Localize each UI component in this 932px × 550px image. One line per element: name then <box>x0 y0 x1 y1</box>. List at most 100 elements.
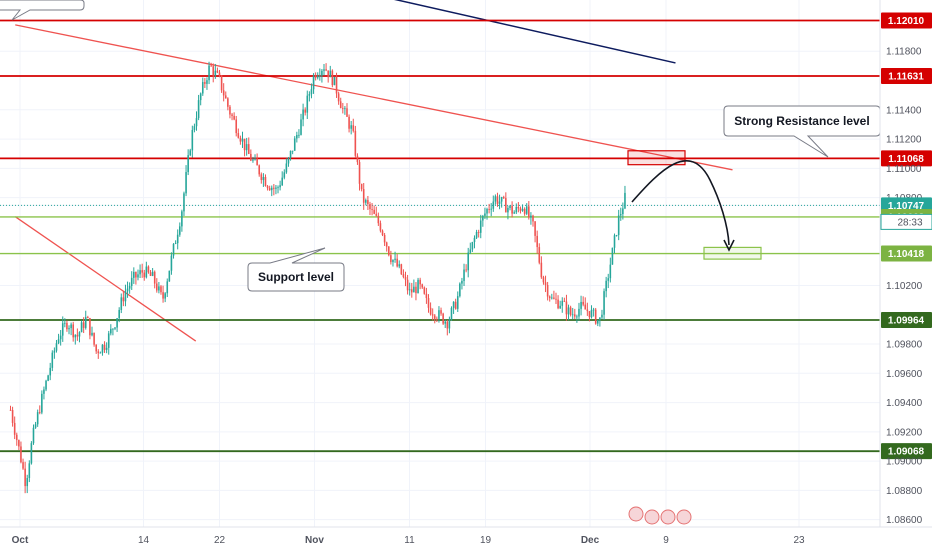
candle-body <box>199 93 202 101</box>
candle-body <box>266 186 269 189</box>
support-callout[interactable]: Support level <box>247 247 345 292</box>
candle-body <box>139 270 141 275</box>
candle-body <box>456 296 459 309</box>
candle-body <box>91 332 93 336</box>
price-badge-1.11068 <box>881 150 932 167</box>
candle-body <box>220 75 223 91</box>
candle-body <box>611 247 614 265</box>
candle-body <box>47 375 49 381</box>
candle-body <box>204 82 206 84</box>
price-tick-label: 1.09200 <box>886 427 923 438</box>
candle-body <box>208 65 210 81</box>
candle-body <box>283 172 286 178</box>
candle-body <box>314 75 317 78</box>
time-tick-label: 14 <box>138 535 150 546</box>
candle-body <box>78 332 81 337</box>
candle-body <box>227 98 229 107</box>
candle-body <box>609 264 612 279</box>
candle-body <box>93 332 95 345</box>
candle-body <box>488 209 490 210</box>
candle-body <box>440 310 442 314</box>
candle-body <box>329 70 332 78</box>
event-flag-icon[interactable] <box>660 509 676 525</box>
candle-body <box>342 108 344 109</box>
candle-body <box>454 301 457 309</box>
price-tick-label: 1.08600 <box>886 515 923 526</box>
candle-body <box>273 187 275 189</box>
candle-body <box>57 339 60 344</box>
candle-body <box>492 201 495 209</box>
candle-body <box>149 272 152 276</box>
candle-body <box>511 205 513 214</box>
time-tick-label: Dec <box>581 535 600 546</box>
candle-body <box>304 109 306 113</box>
candle-body <box>358 162 361 184</box>
candle-body <box>137 274 139 278</box>
support-label: Support level <box>258 270 334 284</box>
economic-events[interactable] <box>628 506 692 525</box>
price-badge-label: 1.11068 <box>888 154 924 165</box>
candle-body <box>423 287 426 294</box>
candle-body <box>260 174 263 181</box>
candle-body <box>97 351 100 354</box>
candle-body <box>425 293 428 299</box>
candle-body <box>43 389 45 394</box>
candle-body <box>156 283 158 291</box>
candle-body <box>84 317 87 328</box>
candle-body <box>206 80 208 84</box>
candle-body <box>262 176 265 181</box>
candle-body <box>555 298 557 300</box>
candle-body <box>277 187 279 189</box>
candle-body <box>214 70 217 76</box>
time-tick-label: 19 <box>480 535 492 546</box>
event-flag-icon[interactable] <box>676 509 692 525</box>
candle-body <box>469 249 472 253</box>
candle-body <box>590 309 593 318</box>
price-badge-label: 1.09964 <box>888 316 925 327</box>
candle-body <box>99 352 102 354</box>
candle-body <box>189 150 192 156</box>
event-flag-icon[interactable] <box>644 509 660 525</box>
candle-body <box>201 82 204 94</box>
price-badge-label: 1.11631 <box>888 71 924 82</box>
top-left-callout-fragment <box>0 0 85 21</box>
time-axis[interactable]: Oct 14 22 Nov 11 19 Dec 9 23 <box>12 535 805 546</box>
candle-body <box>396 258 398 267</box>
candle-body <box>578 308 580 317</box>
candle-body <box>101 344 104 353</box>
candle-body <box>279 185 281 188</box>
price-badge-label: 1.12010 <box>888 16 925 27</box>
candle-body <box>509 205 511 208</box>
candle-body <box>312 75 315 90</box>
candle-body <box>64 322 66 324</box>
candle-body <box>444 321 447 324</box>
candle-body <box>413 286 415 293</box>
candle-body <box>222 90 225 96</box>
price-axis[interactable]: 1.12010 1.11800 1.11631 1.11400 1.11200 1.110… <box>880 12 932 526</box>
strong-resistance-label: Strong Resistance level <box>734 114 869 128</box>
candle-body <box>118 309 120 319</box>
candle-body <box>36 412 39 425</box>
candle-body <box>377 215 380 224</box>
candle-body <box>235 119 238 134</box>
projection-arrow <box>631 160 735 252</box>
time-axis-bg <box>0 527 932 550</box>
candle-body <box>450 307 453 320</box>
event-flag-icon[interactable] <box>628 506 644 522</box>
candle-body <box>588 311 591 318</box>
zones <box>627 150 762 260</box>
candle-body <box>24 468 26 487</box>
candle-body <box>114 327 116 329</box>
price-badge-1.09964 <box>881 312 932 329</box>
price-badge-label: 1.09068 <box>888 447 925 458</box>
strong-resistance-callout[interactable]: Strong Resistance level <box>723 105 881 158</box>
candle-body <box>281 177 283 186</box>
candle-body <box>339 101 342 109</box>
candle-body <box>105 347 108 350</box>
candle-body <box>51 352 54 368</box>
candle-body <box>287 157 290 164</box>
candle-body <box>463 269 465 281</box>
trendline-upper-channel <box>393 0 676 64</box>
candle-body <box>500 197 503 202</box>
